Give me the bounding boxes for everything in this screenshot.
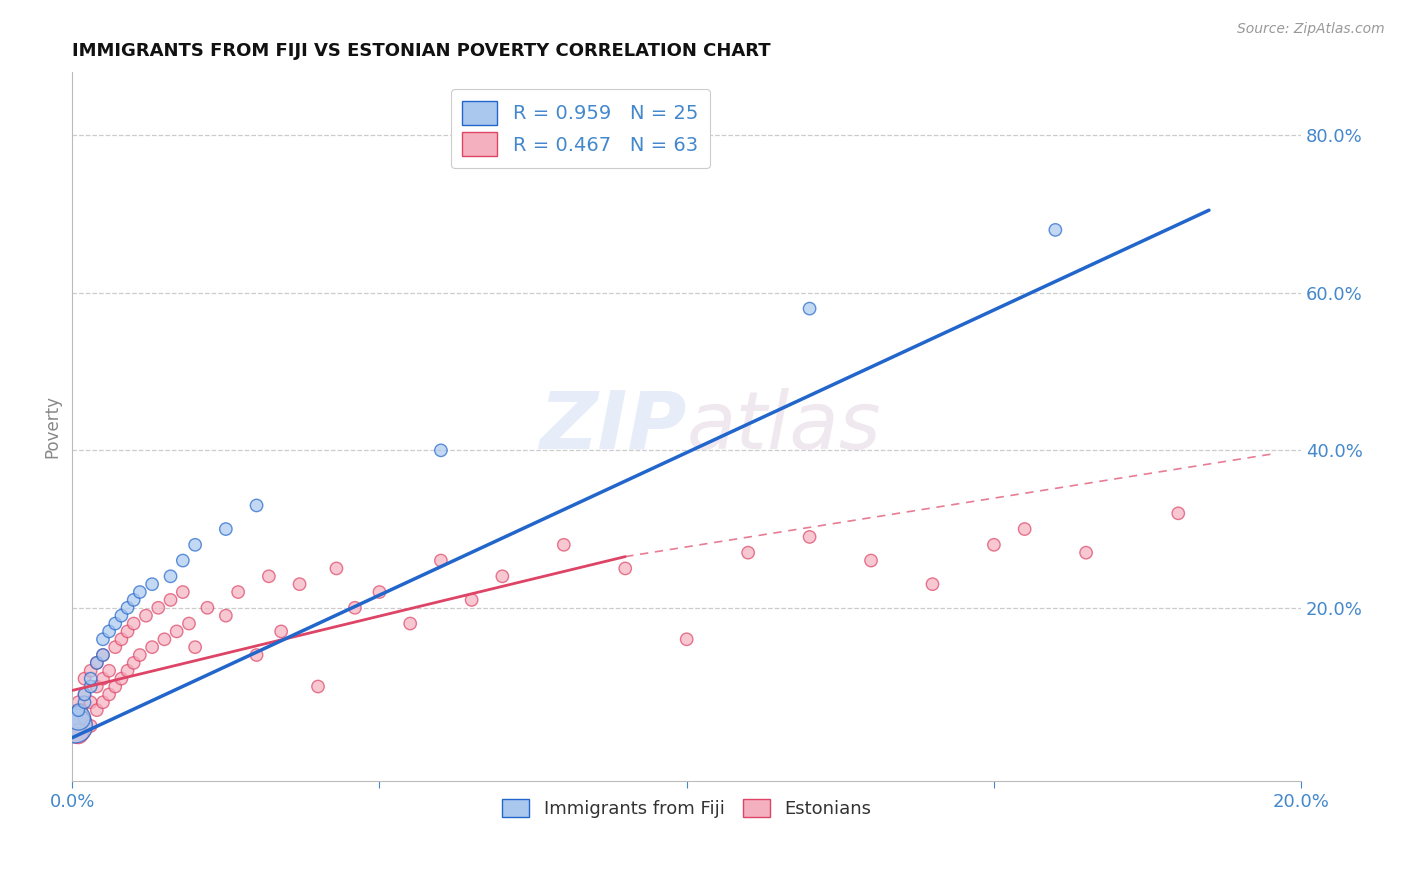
Legend: Immigrants from Fiji, Estonians: Immigrants from Fiji, Estonians xyxy=(495,791,879,825)
Point xyxy=(553,538,575,552)
Text: IMMIGRANTS FROM FIJI VS ESTONIAN POVERTY CORRELATION CHART: IMMIGRANTS FROM FIJI VS ESTONIAN POVERTY… xyxy=(72,42,770,60)
Point xyxy=(799,301,821,316)
Point xyxy=(117,664,139,678)
Point xyxy=(79,664,101,678)
Point xyxy=(799,530,821,544)
Point xyxy=(110,672,132,686)
Point xyxy=(245,499,267,513)
Point xyxy=(79,672,101,686)
Point xyxy=(172,553,194,567)
Point xyxy=(117,600,139,615)
Point xyxy=(104,640,127,655)
Point xyxy=(128,648,150,662)
Point xyxy=(614,561,637,575)
Point xyxy=(91,648,114,662)
Point xyxy=(159,593,181,607)
Point xyxy=(737,546,759,560)
Y-axis label: Poverty: Poverty xyxy=(44,395,60,458)
Point xyxy=(122,593,145,607)
Point xyxy=(343,600,366,615)
Point xyxy=(148,600,170,615)
Point xyxy=(141,577,163,591)
Point xyxy=(79,719,101,733)
Point xyxy=(73,695,96,709)
Point xyxy=(1045,223,1067,237)
Point xyxy=(270,624,292,639)
Point xyxy=(104,680,127,694)
Point xyxy=(91,672,114,686)
Point xyxy=(73,672,96,686)
Point xyxy=(122,656,145,670)
Point xyxy=(91,648,114,662)
Point xyxy=(122,616,145,631)
Point xyxy=(226,585,249,599)
Point xyxy=(491,569,513,583)
Point xyxy=(86,680,108,694)
Point xyxy=(141,640,163,655)
Point xyxy=(67,703,90,717)
Point xyxy=(1167,506,1189,520)
Point xyxy=(1014,522,1036,536)
Point xyxy=(110,632,132,647)
Point xyxy=(79,695,101,709)
Point xyxy=(86,703,108,717)
Point xyxy=(65,719,87,733)
Point xyxy=(67,727,90,741)
Point xyxy=(368,585,391,599)
Point xyxy=(215,608,238,623)
Point xyxy=(104,616,127,631)
Point xyxy=(67,695,90,709)
Text: ZIP: ZIP xyxy=(540,388,686,466)
Point xyxy=(73,687,96,701)
Point xyxy=(288,577,311,591)
Point xyxy=(73,687,96,701)
Point xyxy=(184,640,207,655)
Point xyxy=(110,608,132,623)
Point xyxy=(184,538,207,552)
Point xyxy=(983,538,1005,552)
Point xyxy=(460,593,482,607)
Point xyxy=(91,632,114,647)
Point xyxy=(166,624,188,639)
Point xyxy=(177,616,200,631)
Text: Source: ZipAtlas.com: Source: ZipAtlas.com xyxy=(1237,22,1385,37)
Point xyxy=(153,632,176,647)
Point xyxy=(675,632,697,647)
Point xyxy=(70,703,93,717)
Point xyxy=(86,656,108,670)
Point xyxy=(128,585,150,599)
Point xyxy=(91,695,114,709)
Point xyxy=(98,687,121,701)
Point xyxy=(65,719,87,733)
Text: atlas: atlas xyxy=(686,388,882,466)
Point xyxy=(430,553,453,567)
Point xyxy=(860,553,883,567)
Point xyxy=(159,569,181,583)
Point xyxy=(98,624,121,639)
Point xyxy=(73,711,96,725)
Point xyxy=(307,680,329,694)
Point xyxy=(117,624,139,639)
Point xyxy=(1074,546,1097,560)
Point xyxy=(66,711,89,725)
Point xyxy=(79,680,101,694)
Point xyxy=(98,664,121,678)
Point xyxy=(921,577,943,591)
Point xyxy=(245,648,267,662)
Point xyxy=(67,711,90,725)
Point xyxy=(257,569,280,583)
Point xyxy=(325,561,347,575)
Point xyxy=(172,585,194,599)
Point xyxy=(86,656,108,670)
Point xyxy=(197,600,219,615)
Point xyxy=(135,608,157,623)
Point xyxy=(215,522,238,536)
Point xyxy=(430,443,453,458)
Point xyxy=(399,616,422,631)
